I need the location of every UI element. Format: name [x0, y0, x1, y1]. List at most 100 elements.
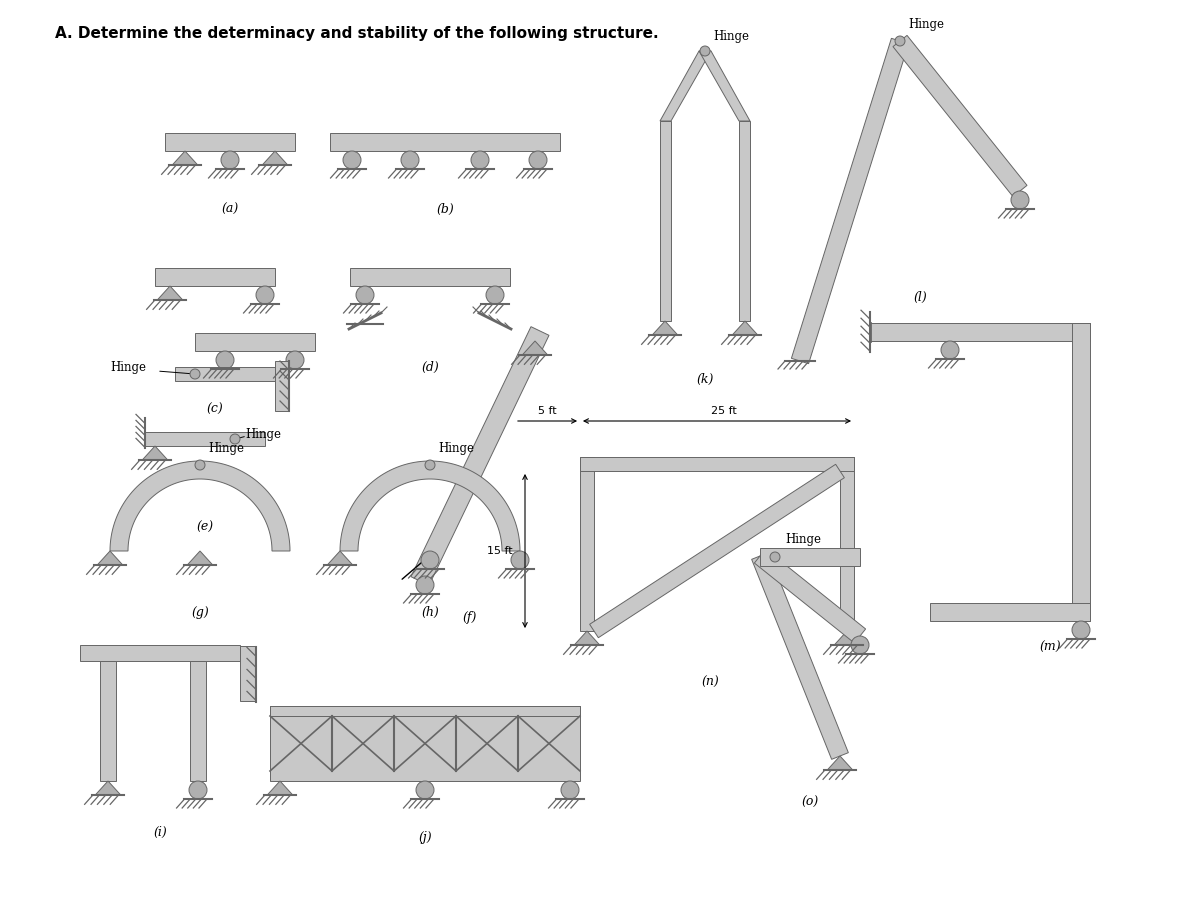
Polygon shape — [157, 286, 182, 301]
Bar — [840, 457, 854, 631]
Circle shape — [286, 351, 304, 369]
Bar — [660, 121, 671, 321]
Bar — [270, 706, 580, 716]
Polygon shape — [142, 446, 168, 460]
Circle shape — [529, 151, 547, 169]
Text: Hinge: Hinge — [208, 442, 244, 455]
Polygon shape — [410, 327, 550, 586]
Circle shape — [511, 551, 529, 569]
Polygon shape — [266, 781, 293, 795]
Bar — [739, 121, 750, 321]
Circle shape — [401, 151, 419, 169]
Polygon shape — [751, 553, 848, 760]
Bar — [275, 361, 289, 411]
Circle shape — [700, 46, 710, 56]
Circle shape — [851, 636, 869, 654]
Circle shape — [895, 36, 905, 46]
Polygon shape — [755, 549, 865, 643]
Bar — [1072, 323, 1090, 621]
Text: (l): (l) — [913, 291, 926, 304]
Polygon shape — [834, 631, 860, 645]
Polygon shape — [652, 321, 678, 335]
Circle shape — [194, 460, 205, 470]
Circle shape — [256, 286, 274, 304]
Polygon shape — [340, 461, 520, 551]
Text: (b): (b) — [436, 203, 454, 216]
Circle shape — [230, 434, 240, 444]
Polygon shape — [187, 551, 214, 566]
Polygon shape — [97, 551, 124, 566]
Polygon shape — [326, 551, 353, 566]
Circle shape — [221, 151, 239, 169]
Text: Hinge: Hinge — [110, 361, 146, 374]
Text: (i): (i) — [154, 826, 167, 839]
Polygon shape — [262, 151, 288, 165]
Circle shape — [1010, 191, 1030, 209]
Text: (c): (c) — [206, 403, 223, 416]
Circle shape — [356, 286, 374, 304]
Text: 5 ft: 5 ft — [538, 406, 557, 416]
Bar — [760, 548, 860, 566]
Bar — [350, 268, 510, 286]
Polygon shape — [172, 151, 198, 165]
Text: 15 ft: 15 ft — [487, 546, 512, 556]
Text: 25 ft: 25 ft — [712, 406, 737, 416]
Bar — [330, 133, 560, 151]
Polygon shape — [792, 38, 908, 363]
Bar — [80, 645, 240, 661]
Polygon shape — [522, 341, 548, 355]
Circle shape — [343, 151, 361, 169]
Circle shape — [216, 351, 234, 369]
Polygon shape — [574, 631, 600, 645]
Bar — [100, 661, 116, 781]
Circle shape — [416, 576, 434, 594]
Circle shape — [1072, 621, 1090, 639]
Bar — [930, 603, 1090, 621]
Circle shape — [770, 552, 780, 562]
Circle shape — [470, 151, 490, 169]
Bar — [240, 646, 256, 701]
Bar — [190, 661, 206, 781]
Circle shape — [190, 369, 200, 379]
Polygon shape — [95, 781, 121, 795]
Text: Hinge: Hinge — [785, 533, 821, 546]
Text: Hinge: Hinge — [908, 18, 944, 31]
Text: (d): (d) — [421, 361, 439, 374]
Polygon shape — [698, 51, 750, 121]
Circle shape — [425, 460, 436, 470]
Polygon shape — [893, 36, 1027, 197]
Text: (n): (n) — [701, 676, 719, 689]
Bar — [870, 323, 1090, 341]
Text: (m): (m) — [1039, 641, 1061, 654]
Bar — [194, 333, 314, 351]
Text: (e): (e) — [197, 521, 214, 534]
Circle shape — [562, 781, 580, 799]
Circle shape — [941, 341, 959, 359]
Bar — [270, 706, 580, 716]
Bar — [270, 706, 580, 781]
Bar — [155, 268, 275, 286]
Bar — [145, 432, 265, 446]
Text: (k): (k) — [696, 373, 714, 386]
Text: Hinge: Hinge — [245, 428, 281, 441]
Bar — [580, 457, 854, 471]
Circle shape — [416, 781, 434, 799]
Text: (j): (j) — [418, 831, 432, 844]
Text: (o): (o) — [802, 796, 818, 809]
Text: (h): (h) — [421, 606, 439, 619]
Circle shape — [486, 286, 504, 304]
Polygon shape — [827, 756, 853, 771]
Text: A. Determine the determinacy and stability of the following structure.: A. Determine the determinacy and stabili… — [55, 26, 659, 41]
Text: Hinge: Hinge — [713, 30, 749, 43]
Polygon shape — [110, 461, 290, 551]
Polygon shape — [589, 465, 845, 638]
Bar — [166, 133, 295, 151]
Text: (a): (a) — [221, 203, 239, 216]
Circle shape — [190, 781, 208, 799]
Bar — [175, 367, 275, 381]
Circle shape — [421, 551, 439, 569]
Text: (f): (f) — [463, 611, 478, 624]
Text: Hinge: Hinge — [438, 442, 474, 455]
Polygon shape — [660, 51, 710, 121]
Polygon shape — [732, 321, 758, 335]
